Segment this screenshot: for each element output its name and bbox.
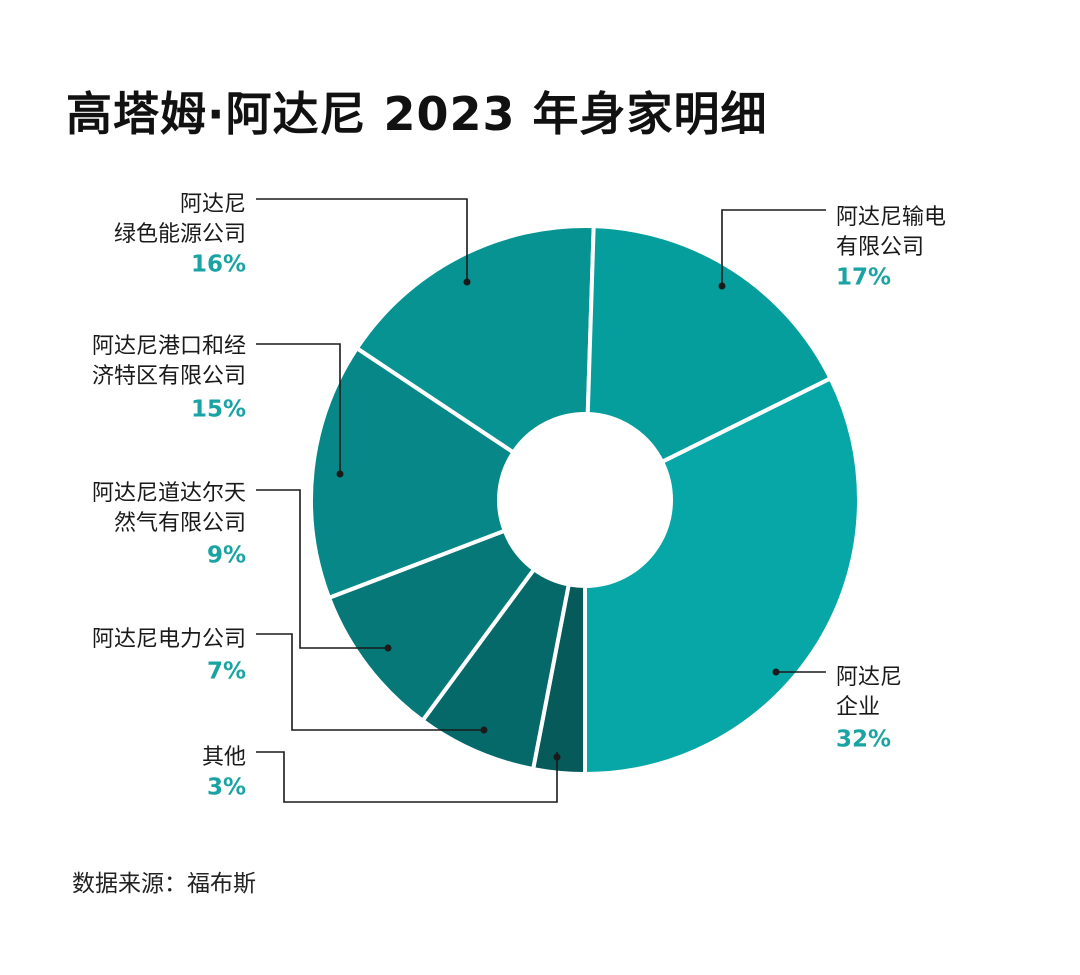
slice-3 [419,566,572,772]
slice-percent-6: 16% [191,252,246,278]
slice-percent-4: 9% [207,543,246,569]
slice-label-5-line-1: 阿达尼港口和经 [92,334,246,359]
leader-dot-6 [463,278,471,286]
slice-percent-2: 3% [207,775,246,801]
leader-dot-3 [480,726,488,734]
slice-label-2-line-1: 其他 [202,745,246,770]
slice-6 [354,224,596,456]
slice-percent-1: 32% [836,727,891,753]
slice-label-6-line-2: 绿色能源公司 [114,222,246,247]
leader-dot-5 [336,470,344,478]
slice-label-4-line-1: 阿达尼道达尔天 [92,481,246,506]
slice-label-1-line-1: 阿达尼 [836,665,902,690]
slice-label-1-line-2: 企业 [836,695,880,720]
slice-7 [585,224,834,465]
leader-line-6 [256,198,468,282]
slice-label-7-line-2: 有限公司 [836,235,924,260]
leader-line-2 [256,751,558,803]
source-note: 数据来源：福布斯 [72,871,256,897]
slice-percent-7: 17% [836,265,891,291]
donut-slices [309,224,861,777]
slice-4 [326,528,537,724]
slice-5 [309,345,517,601]
leader-line-7 [721,209,826,286]
slice-percent-3: 7% [207,659,246,685]
chart-title: 高塔姆·阿达尼 2023 年身家明细 [66,87,768,141]
leader-line-4 [256,489,388,649]
leader-dot-2 [553,753,561,761]
leader-dot-4 [384,644,392,652]
slice-1 [583,375,861,777]
slice-percent-5: 15% [191,397,246,423]
slice-label-5-line-2: 济特区有限公司 [92,364,246,389]
leader-dot-7 [718,282,726,290]
slice-label-7-line-1: 阿达尼输电 [836,205,946,230]
leader-line-5 [256,343,341,474]
leader-lines [256,198,826,803]
slice-label-6-line-1: 阿达尼 [180,192,246,217]
leader-dot-1 [772,668,780,676]
slice-label-3-line-1: 阿达尼电力公司 [92,627,246,652]
leader-line-3 [256,633,484,731]
slice-label-4-line-2: 然气有限公司 [114,511,246,536]
